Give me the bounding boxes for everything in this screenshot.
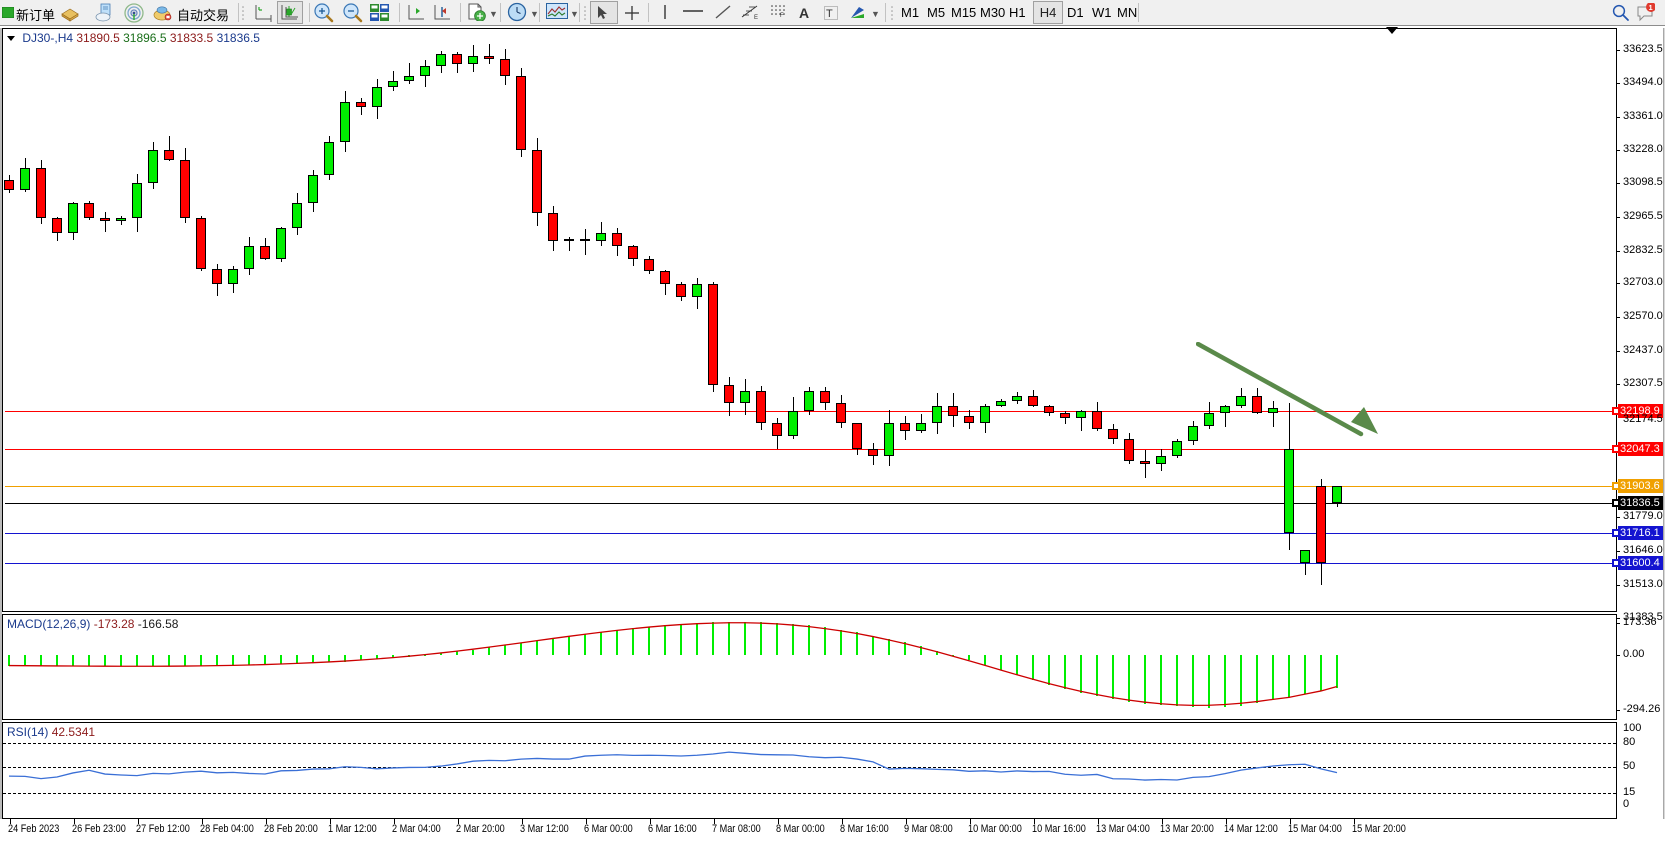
svg-text:F: F: [780, 13, 784, 17]
svg-text:1: 1: [1649, 3, 1653, 12]
svg-text:E: E: [754, 15, 758, 20]
svg-text:T: T: [826, 8, 833, 20]
